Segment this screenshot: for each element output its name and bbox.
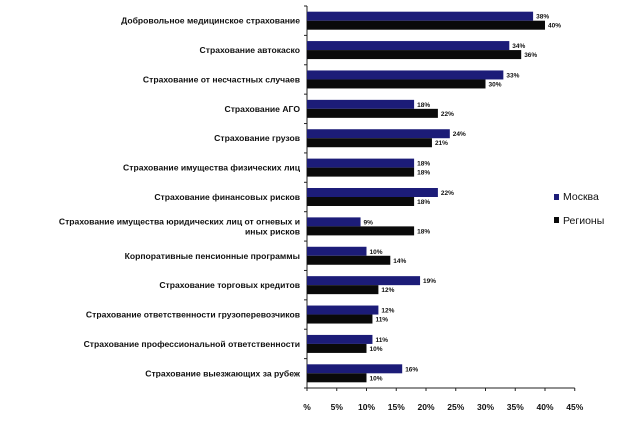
data-label-moskva: 11% [375, 337, 388, 344]
x-tick-label: 40% [536, 402, 553, 412]
data-label-moskva: 22% [441, 190, 454, 197]
bar-moskva [307, 276, 421, 286]
legend-swatch-regiony [554, 217, 559, 223]
legend-label-regiony: Регионы [563, 215, 604, 227]
data-label-regiony: 10% [370, 375, 383, 382]
x-tick-label: 25% [447, 402, 464, 412]
bar-moskva [307, 70, 504, 80]
x-tick-label: 35% [507, 402, 524, 412]
data-label-moskva: 33% [506, 72, 519, 79]
bar-regiony [307, 20, 545, 30]
data-label-moskva: 18% [417, 102, 430, 109]
category-label: Добровольное медицинское страхование [121, 16, 300, 26]
legend-label-moskva: Москва [563, 191, 599, 203]
bar-moskva [307, 364, 403, 374]
data-label-regiony: 18% [417, 170, 430, 177]
data-label-regiony: 10% [370, 346, 383, 353]
bar-regiony [307, 79, 486, 89]
x-tick-label: 10% [358, 402, 375, 412]
bar-regiony [307, 226, 415, 236]
data-label-moskva: 19% [423, 278, 436, 285]
bar-regiony [307, 373, 367, 383]
data-label-regiony: 11% [375, 317, 388, 324]
bar-moskva [307, 334, 373, 344]
bar-regiony [307, 285, 379, 295]
labels-layer: Добровольное медицинское страхование 38% 4… [59, 14, 561, 383]
x-tick-label: 20% [417, 402, 434, 412]
bar-moskva [307, 41, 510, 51]
category-label: Страхование торговых кредитов [159, 280, 300, 290]
data-label-regiony: 40% [548, 23, 561, 30]
category-label: Страхование АГО [225, 104, 301, 114]
x-tick-label: 15% [388, 402, 405, 412]
data-label-moskva: 10% [370, 249, 383, 256]
data-label-regiony: 14% [393, 258, 406, 265]
data-label-moskva: 24% [453, 131, 466, 138]
data-label-moskva: 9% [364, 219, 374, 226]
data-label-regiony: 18% [417, 199, 430, 206]
data-label-moskva: 16% [405, 366, 418, 373]
bar-regiony [307, 138, 432, 148]
x-tick-label: 30% [477, 402, 494, 412]
category-label: Страхование ответственности грузоперевоз… [86, 310, 300, 320]
category-label: иных рисков [245, 226, 300, 236]
category-label: Страхование от несчастных случаев [143, 74, 300, 84]
bar-regiony [307, 314, 373, 324]
bar-moskva [307, 99, 415, 109]
data-label-regiony: 18% [417, 228, 430, 235]
x-tick-label: 45% [566, 402, 583, 412]
data-label-regiony: 30% [489, 81, 502, 88]
axis-layer: % 5% 10% 15% 20% 25% 30% 35% 40% 45% [303, 5, 584, 412]
data-label-regiony: 36% [524, 52, 537, 59]
bar-moskva [307, 217, 361, 227]
x-tick-label: % [303, 402, 311, 412]
data-label-regiony: 22% [441, 111, 454, 118]
bar-moskva [307, 11, 534, 21]
category-label: Страхование грузов [214, 133, 300, 143]
category-label: Страхование финансовых рисков [154, 192, 300, 202]
data-label-moskva: 12% [381, 308, 394, 315]
bar-regiony [307, 343, 367, 353]
data-label-regiony: 21% [435, 140, 448, 147]
legend: Москва Регионы [554, 191, 604, 227]
bar-regiony [307, 255, 391, 265]
bar-moskva [307, 158, 415, 168]
bars-layer [307, 11, 545, 383]
bar-regiony [307, 167, 415, 177]
data-label-moskva: 18% [417, 161, 430, 168]
bar-regiony [307, 197, 415, 206]
category-label: Страхование профессиональной ответственн… [84, 339, 300, 349]
category-label: Страхование автокаско [200, 45, 300, 55]
data-label-regiony: 12% [381, 287, 394, 294]
data-label-moskva: 38% [536, 14, 549, 21]
x-tick-label: 5% [331, 402, 344, 412]
category-label: Страхование выезжающих за рубеж [145, 368, 301, 378]
legend-swatch-moskva [554, 194, 559, 200]
bar-regiony [307, 108, 438, 118]
category-label: Корпоративные пенсионные программы [125, 251, 300, 261]
bar-moskva [307, 305, 379, 315]
category-label: Страхование имущества физических лиц [123, 163, 301, 173]
bar-moskva [307, 246, 367, 256]
bar-regiony [307, 50, 522, 60]
bar-moskva [307, 129, 450, 139]
data-label-moskva: 34% [512, 43, 525, 50]
bar-moskva [307, 188, 438, 197]
category-label: Страхование имущества юридических лиц от… [59, 216, 300, 226]
